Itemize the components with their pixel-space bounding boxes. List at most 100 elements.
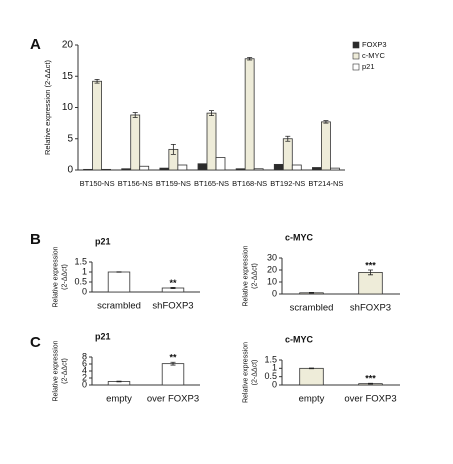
y-axis-label: (2-ΔΔct): [61, 264, 68, 290]
legend-swatch: [352, 63, 360, 71]
legend-label: p21: [362, 62, 375, 71]
y-tick-label: 0: [67, 165, 73, 176]
y-axis-label: Relative expression: [242, 245, 249, 306]
y-tick-label: 1.5: [74, 256, 87, 266]
x-tick-label: BT159-NS: [156, 179, 191, 188]
x-tick-label: empty: [106, 394, 132, 405]
bar: [291, 164, 302, 171]
x-tick-label: BT168-NS: [232, 179, 267, 188]
bar: [312, 167, 322, 171]
bar: [215, 157, 226, 171]
bar: [253, 168, 264, 171]
bar: [107, 271, 131, 293]
y-tick-label: 10: [267, 276, 277, 286]
x-tick-label: BT165-NS: [194, 179, 229, 188]
bar: [101, 168, 111, 171]
y-tick-label: 10: [62, 102, 74, 113]
bar: [321, 121, 331, 171]
error-bar: [132, 112, 138, 118]
bar: [282, 138, 293, 171]
legend-label: c-MYC: [362, 51, 385, 60]
y-tick-label: 8: [82, 351, 87, 361]
y-tick-label: 30: [267, 252, 277, 262]
y-tick-label: 0.5: [74, 276, 87, 286]
error-bar: [309, 367, 314, 370]
x-tick-label: BT214-NS: [308, 179, 343, 188]
panel-label: A: [30, 36, 41, 53]
bar: [197, 163, 208, 171]
bar: [130, 114, 141, 171]
y-tick-label: 0.5: [264, 371, 277, 381]
error-bar: [368, 269, 373, 276]
error-bar: [309, 292, 314, 294]
bar: [235, 168, 246, 171]
chart-title: c-MYC: [285, 334, 314, 344]
y-tick-label: 20: [267, 264, 277, 274]
y-tick-label: 1.5: [264, 354, 277, 364]
y-tick-label: 0: [82, 379, 87, 389]
bar: [299, 367, 324, 386]
y-tick-label: 2: [82, 372, 87, 382]
bar: [161, 363, 185, 386]
x-tick-label: BT150-NS: [80, 179, 115, 188]
bar: [139, 165, 150, 171]
x-tick-label: BT156-NS: [118, 179, 153, 188]
y-tick-label: 1: [272, 363, 277, 373]
bar: [358, 271, 383, 295]
bar: [177, 164, 188, 171]
y-tick-label: 1: [82, 266, 87, 276]
legend-label: FOXP3: [362, 40, 387, 49]
significance: ***: [365, 374, 376, 384]
x-tick-label: BT192-NS: [270, 179, 305, 188]
y-axis-label: (2-ΔΔct): [251, 360, 258, 386]
error-bar: [170, 143, 176, 155]
y-tick-label: 20: [62, 40, 74, 51]
error-bar: [116, 380, 122, 383]
y-axis-label: Relative expression: [52, 340, 59, 401]
x-tick-label: shFOXP3: [152, 301, 193, 312]
significance: **: [169, 278, 177, 288]
bar: [159, 167, 170, 171]
y-tick-label: 0: [82, 286, 87, 296]
bar: [330, 167, 340, 171]
bar: [244, 58, 255, 171]
chart-title: p21: [95, 331, 111, 341]
legend-swatch: [352, 52, 360, 60]
bar: [92, 80, 102, 171]
error-bar: [170, 287, 176, 289]
y-tick-label: 0: [272, 288, 277, 298]
y-axis-label: Relative expression: [52, 246, 59, 307]
error-bar: [368, 382, 373, 385]
y-tick-label: 15: [62, 71, 74, 82]
y-axis-label: (2-ΔΔct): [251, 263, 258, 289]
error-bar: [170, 361, 176, 366]
x-tick-label: scrambled: [290, 303, 334, 314]
error-bar: [285, 135, 291, 142]
chart-title: c-MYC: [285, 232, 314, 242]
y-tick-label: 0: [272, 379, 277, 389]
bar: [273, 163, 284, 171]
y-tick-label: 4: [82, 365, 87, 375]
error-bar: [209, 110, 214, 117]
legend-swatch: [352, 41, 360, 49]
y-axis-label: Relative expression (2-ΔΔct): [43, 59, 52, 155]
chart-title: p21: [95, 236, 111, 246]
bar: [121, 168, 132, 171]
x-tick-label: shFOXP3: [350, 303, 391, 314]
y-tick-label: 6: [82, 358, 87, 368]
x-tick-label: over FOXP3: [344, 394, 396, 405]
bar: [83, 168, 93, 171]
x-tick-label: over FOXP3: [147, 394, 199, 405]
error-bar: [94, 78, 100, 84]
y-axis-label: Relative expression: [242, 342, 249, 403]
significance: ***: [365, 260, 376, 270]
y-tick-label: 5: [67, 133, 73, 144]
x-tick-label: empty: [299, 394, 325, 405]
panel-label: C: [30, 334, 41, 351]
bar: [206, 112, 217, 171]
y-axis-label: (2-ΔΔct): [61, 358, 68, 384]
error-bar: [247, 57, 253, 61]
x-tick-label: scrambled: [97, 301, 141, 312]
significance: **: [169, 353, 177, 363]
